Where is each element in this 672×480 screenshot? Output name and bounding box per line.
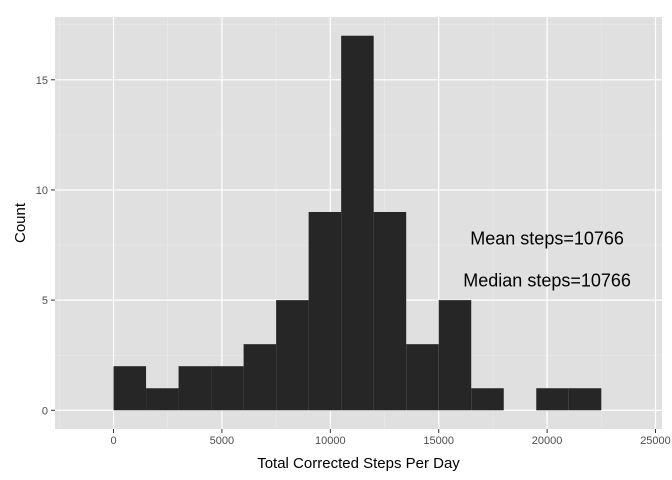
x-tick-label: 20000	[532, 435, 563, 447]
x-tick-label: 25000	[640, 435, 671, 447]
x-tick-label: 15000	[423, 435, 454, 447]
histogram-bar	[113, 366, 147, 411]
histogram-bar	[211, 366, 244, 411]
y-tick-label: 0	[42, 405, 48, 417]
histogram-bar	[568, 388, 602, 411]
histogram-bar	[146, 388, 179, 411]
histogram-bar	[373, 211, 407, 411]
annotation-mean: Mean steps=10766	[470, 228, 624, 248]
y-tick-label: 15	[36, 75, 48, 87]
histogram-bar	[471, 388, 504, 411]
histogram-bar	[276, 300, 309, 411]
histogram-bar	[438, 300, 472, 411]
annotation-median: Median steps=10766	[463, 270, 631, 290]
histogram-bar	[406, 344, 439, 411]
y-axis-title: Count	[12, 202, 29, 243]
minor-gridlines	[55, 17, 662, 429]
y-tick-label: 5	[42, 295, 48, 307]
histogram-bars	[113, 35, 602, 411]
annotations: Mean steps=10766 Median steps=10766	[463, 228, 631, 290]
x-axis-ticks: 0 5000 10000 15000 20000 25000	[110, 429, 671, 447]
histogram-bar	[178, 366, 212, 411]
histogram-bar	[341, 35, 374, 411]
x-tick-label: 10000	[315, 435, 346, 447]
x-tick-label: 5000	[210, 435, 234, 447]
y-axis-ticks: 0 5 10 15	[36, 75, 55, 417]
x-tick-label: 0	[110, 435, 116, 447]
histogram-bar	[243, 344, 277, 411]
histogram-bar	[536, 388, 569, 411]
x-axis-title: Total Corrected Steps Per Day	[257, 455, 460, 472]
histogram-bar	[308, 211, 342, 411]
y-tick-label: 10	[36, 185, 48, 197]
